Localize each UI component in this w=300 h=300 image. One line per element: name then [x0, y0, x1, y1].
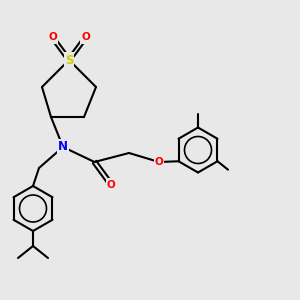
- Text: N: N: [58, 140, 68, 154]
- Text: O: O: [81, 32, 90, 43]
- Text: O: O: [106, 179, 116, 190]
- Text: O: O: [154, 157, 164, 167]
- Text: S: S: [65, 53, 73, 67]
- Text: O: O: [48, 32, 57, 43]
